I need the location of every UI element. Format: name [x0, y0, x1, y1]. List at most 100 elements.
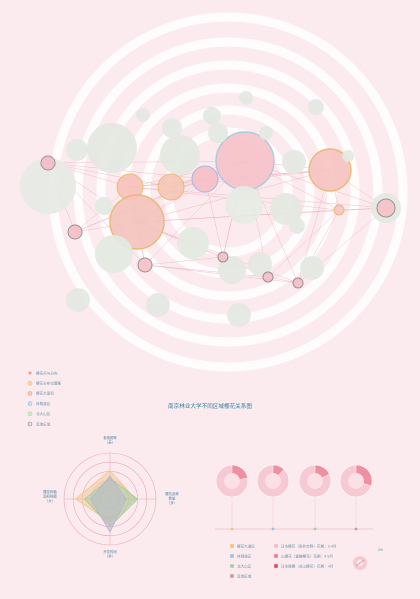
- network-node: [40, 155, 56, 171]
- pie-charts: [215, 464, 373, 531]
- legend-label: 樱花点与分布: [36, 370, 58, 375]
- pie-legend-label: 北大山区: [237, 563, 252, 568]
- network-node: [292, 277, 304, 289]
- pie-legend-swatch: [230, 554, 234, 558]
- network-node: [67, 224, 83, 240]
- legend-marker: [27, 401, 33, 406]
- network-node: [162, 118, 182, 138]
- background-rings: [48, 12, 408, 372]
- network-node: [227, 303, 251, 327]
- pie-legend-swatch: [230, 544, 234, 548]
- radar-axis-label-line: （早）: [105, 553, 115, 558]
- radar-axis-label: 樱花品种数量（多）: [165, 491, 179, 505]
- network-link: [144, 256, 224, 266]
- network-node: [225, 186, 263, 224]
- pie-legend-label: 日本晚樱（关山樱花）花期：4月: [281, 563, 333, 568]
- network-node: [248, 252, 272, 276]
- radar-axis-label-line: 开花时间: [103, 549, 117, 554]
- pie-hole: [348, 473, 364, 489]
- network-node: [282, 150, 306, 174]
- background-ring: [73, 37, 383, 347]
- network-node: [262, 271, 274, 283]
- radar-axis-label-line: 数量: [169, 495, 176, 500]
- legend-label: 北大山区: [36, 411, 51, 416]
- network-node: [289, 218, 305, 234]
- legend-marker: [27, 411, 33, 417]
- network-node: [66, 288, 90, 312]
- legend-marker: [27, 370, 33, 376]
- network-node: [177, 227, 209, 259]
- pie-hole: [307, 473, 323, 489]
- radar-axis-label-line: （大）: [45, 498, 55, 503]
- network-node: [95, 197, 113, 215]
- pie-legend-label: 樱花大道区: [237, 543, 255, 548]
- network-node: [109, 194, 165, 250]
- pie-axis-dot: [313, 527, 317, 531]
- pie-legend-label: 日本樱花（染井吉野）花期：3-4月: [281, 543, 337, 548]
- radar-chart: 参观频率（高） 樱花品种数量（多） 开花时间（早） 樱花种植面积规模（大）: [43, 435, 179, 558]
- pie-legend-label: 林荫道区: [237, 553, 252, 558]
- pie-axis-dot: [354, 527, 358, 531]
- radar-axis-label: 参观频率（高）: [103, 435, 117, 444]
- pie-legend-swatch: [230, 564, 234, 568]
- network-node: [208, 123, 228, 143]
- network-node: [146, 293, 170, 317]
- network-node: [333, 204, 345, 216]
- legend-marker: [27, 391, 33, 396]
- legend-label: 樱花分布位置集: [36, 381, 62, 386]
- network-node: [95, 235, 133, 273]
- network-node: [20, 158, 76, 214]
- network-node: [218, 256, 246, 284]
- network-node: [160, 135, 200, 175]
- network-node: [215, 131, 275, 191]
- pie-legend-swatch: [274, 544, 278, 548]
- legend-label: 其他区域: [36, 421, 51, 426]
- radar-axis-label: 开花时间（早）: [103, 549, 117, 558]
- radar-axis-label-line: 樱花种植: [43, 489, 57, 494]
- legend-label: 樱花大面积: [36, 391, 54, 396]
- corner-note: 2%: [378, 548, 383, 552]
- pie-hole: [224, 473, 240, 489]
- pie-hole: [265, 473, 281, 489]
- radar-axis-label-line: （高）: [105, 439, 115, 444]
- radar-axis-label: 樱花种植面积规模（大）: [43, 489, 57, 503]
- network-node: [191, 165, 219, 193]
- network-link: [47, 160, 246, 164]
- network-node: [300, 256, 324, 280]
- radar-axis-label-line: 面积规模: [43, 493, 57, 498]
- pie-legend-swatch: [230, 574, 234, 578]
- network-link: [144, 264, 269, 278]
- radar-axis-label-line: 参观频率: [103, 435, 117, 440]
- network-node: [239, 91, 253, 105]
- network-node: [87, 123, 137, 173]
- pie-legend-label: 其他区域: [237, 573, 252, 578]
- radar-series: [90, 475, 127, 533]
- pie-legend-swatch: [274, 564, 278, 568]
- radar-axis-label-line: （多）: [167, 500, 177, 505]
- network-node: [308, 99, 324, 115]
- chart-title: 南京林业大学不同区域樱花关系图: [168, 402, 252, 410]
- pie-legend-label: 山樱花（重瓣樱花）花期：4-5月: [281, 553, 333, 558]
- network-nodes: [20, 91, 401, 327]
- network-node: [157, 173, 185, 201]
- network-node: [137, 257, 153, 273]
- network-link: [267, 209, 340, 278]
- network-node: [376, 198, 396, 218]
- corner-flower-icon: [353, 556, 367, 570]
- pie-axis-dot: [271, 527, 275, 531]
- pie-legend-swatch: [274, 554, 278, 558]
- network-node: [259, 126, 273, 140]
- legend-label: 林荫道区: [36, 401, 51, 406]
- legend-marker: [27, 380, 33, 386]
- radar-axis-label-line: 樱花品种: [165, 491, 179, 496]
- network-node: [217, 251, 229, 263]
- network-node: [136, 108, 150, 122]
- network-node: [308, 148, 352, 192]
- network-node: [342, 150, 354, 162]
- network-node: [203, 107, 221, 125]
- pie-axis-dot: [230, 527, 234, 531]
